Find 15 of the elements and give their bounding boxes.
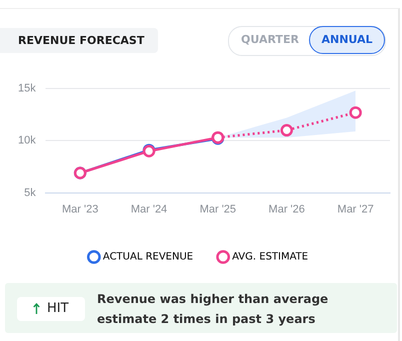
y-tick-label: 5k: [24, 186, 36, 199]
y-tick-label: 15k: [18, 82, 36, 95]
text: Revenue was higher than average estimate 2 times in past 3 years: [97, 291, 330, 328]
x-tick-label: Mar '26: [268, 203, 305, 216]
text: ANNUAL: [309, 26, 385, 54]
text: QUARTER: [241, 32, 299, 48]
x-tick-label: Mar '23: [62, 203, 98, 216]
text: HIT: [47, 300, 69, 318]
x-tick-label: Mar '24: [130, 203, 168, 216]
x-tick-label: Mar '27: [337, 203, 374, 216]
x-tick-label: Mar '25: [200, 203, 236, 216]
legend-label: ACTUAL REVENUE: [102, 252, 194, 263]
y-tick-label: 10k: [18, 134, 36, 147]
legend-label: AVG. ESTIMATE: [232, 252, 308, 263]
chart-title: REVENUE FORECAST: [0, 28, 158, 53]
